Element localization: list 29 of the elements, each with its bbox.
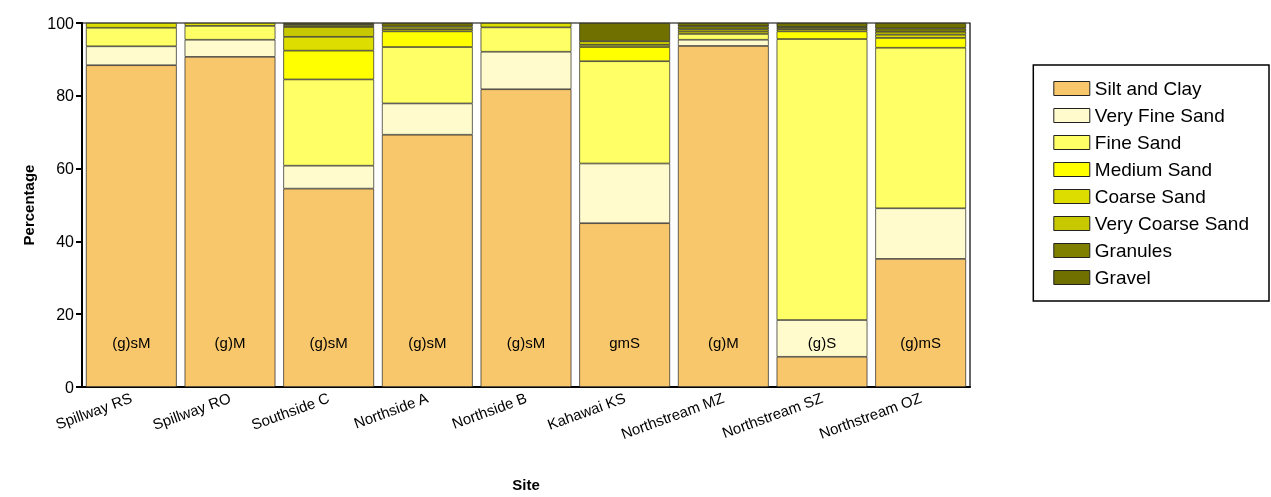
legend-label: Silt and Clay: [1094, 78, 1202, 99]
annotation: (g)M: [707, 333, 739, 351]
annotation: (g)M: [214, 333, 246, 351]
y-tick-label: 20: [56, 305, 75, 323]
legend-label: Coarse Sand: [1094, 186, 1206, 207]
annotation: gmS: [609, 333, 641, 351]
legend-label: Granules: [1094, 240, 1172, 261]
annotation: (g)sM: [408, 333, 447, 351]
legend-label: Fine Sand: [1094, 132, 1182, 153]
y-axis-title: Percentage: [20, 164, 38, 246]
x-axis-title: Site: [512, 476, 540, 493]
y-tick-label: 0: [65, 378, 75, 396]
annotation: (g)sM: [506, 333, 546, 351]
legend-label: Medium Sand: [1094, 159, 1213, 180]
annotation: (g)sM: [112, 333, 151, 351]
bar: [579, 23, 671, 42]
y-tick-label: 40: [56, 232, 75, 250]
annotation: (g)sM: [309, 333, 348, 351]
y-tick-label: 80: [56, 87, 75, 105]
x-tick-label: Spillway RO: [150, 389, 233, 433]
annotation: (g)S: [807, 333, 837, 351]
legend-label: Very Fine Sand: [1094, 105, 1225, 126]
y-tick-label: 100: [47, 14, 75, 32]
y-tick-label: 60: [56, 160, 75, 178]
bar: [776, 23, 868, 27]
legend-label: Gravel: [1094, 267, 1151, 288]
bar: [875, 23, 967, 29]
legend-label: Very Coarse Sand: [1094, 213, 1249, 234]
annotation: (g)mS: [900, 333, 942, 351]
